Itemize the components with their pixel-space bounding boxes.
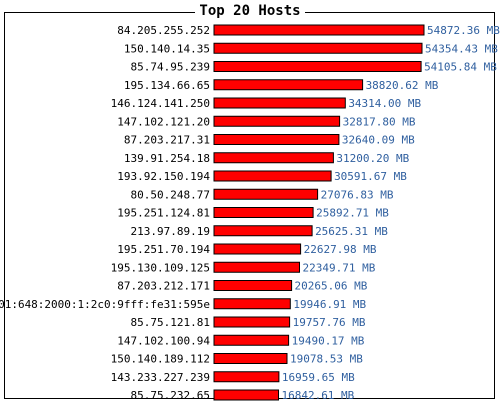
host-label: 213.97.89.19 — [131, 225, 210, 238]
value-label: 16842.61 MB — [281, 389, 354, 402]
value-label: 19078.53 MB — [290, 353, 363, 366]
host-label: 80.50.248.77 — [131, 188, 210, 201]
bar — [213, 79, 364, 91]
host-label: 87.203.217.31 — [124, 134, 210, 147]
host-label: 147.102.121.20 — [117, 115, 210, 128]
bar — [213, 371, 280, 383]
host-label: 85.74.95.239 — [131, 61, 210, 74]
host-label: 85.75.232.65 — [131, 389, 210, 402]
value-label: 31200.20 MB — [336, 152, 409, 165]
value-label: 27076.83 MB — [321, 188, 394, 201]
bar — [213, 389, 279, 401]
bar — [213, 152, 334, 164]
bar — [213, 298, 291, 310]
bar — [213, 61, 422, 72]
value-label: 19946.91 MB — [293, 298, 366, 311]
value-label: 19757.76 MB — [293, 316, 366, 329]
host-label: 195.251.70.194 — [117, 243, 210, 256]
bar — [213, 334, 290, 346]
bar — [213, 243, 302, 255]
value-label: 16959.65 MB — [282, 371, 355, 384]
bar — [213, 170, 332, 182]
bar — [213, 97, 346, 109]
bar — [213, 280, 293, 291]
host-label: 147.102.100.94 — [117, 334, 210, 347]
host-label: 193.92.150.194 — [117, 170, 210, 183]
value-label: 30591.67 MB — [334, 170, 407, 183]
host-label: 150.140.14.35 — [124, 42, 210, 55]
bar — [213, 207, 314, 218]
bar — [213, 134, 340, 145]
host-label: 85.75.121.81 — [131, 316, 210, 329]
value-label: 54105.84 MB — [424, 61, 497, 74]
value-label: 32640.09 MB — [342, 134, 415, 147]
chart-title-text: Top 20 Hosts — [195, 3, 305, 19]
bar — [213, 225, 313, 237]
bar — [213, 115, 341, 127]
host-label: 143.233.227.239 — [111, 371, 210, 384]
chart-title: Top 20 Hosts — [0, 3, 500, 19]
host-label: 146.124.141.250 — [111, 97, 210, 110]
host-label: 2001:648:2000:1:2c0:9fff:fe31:595e — [0, 298, 210, 311]
host-label: 195.134.66.65 — [124, 79, 210, 92]
host-label: 195.251.124.81 — [117, 207, 210, 220]
host-label: 84.205.255.252 — [117, 24, 210, 37]
value-label: 38820.62 MB — [366, 79, 439, 92]
value-label: 25625.31 MB — [315, 225, 388, 238]
bar — [213, 261, 300, 273]
value-label: 25892.71 MB — [316, 207, 389, 220]
bar — [213, 353, 288, 364]
bar — [213, 316, 291, 328]
value-label: 22627.98 MB — [304, 243, 377, 256]
value-label: 19490.17 MB — [292, 334, 365, 347]
value-label: 34314.00 MB — [348, 97, 421, 110]
value-label: 20265.06 MB — [295, 280, 368, 293]
host-label: 195.130.109.125 — [111, 261, 210, 274]
bar — [213, 24, 425, 36]
value-label: 54354.43 MB — [425, 42, 498, 55]
host-label: 139.91.254.18 — [124, 152, 210, 165]
value-label: 54872.36 MB — [427, 24, 500, 37]
host-label: 87.203.212.171 — [117, 280, 210, 293]
value-label: 32817.80 MB — [343, 115, 416, 128]
bar — [213, 42, 423, 54]
host-label: 150.140.189.112 — [111, 353, 210, 366]
bar — [213, 188, 319, 200]
value-label: 22349.71 MB — [303, 261, 376, 274]
